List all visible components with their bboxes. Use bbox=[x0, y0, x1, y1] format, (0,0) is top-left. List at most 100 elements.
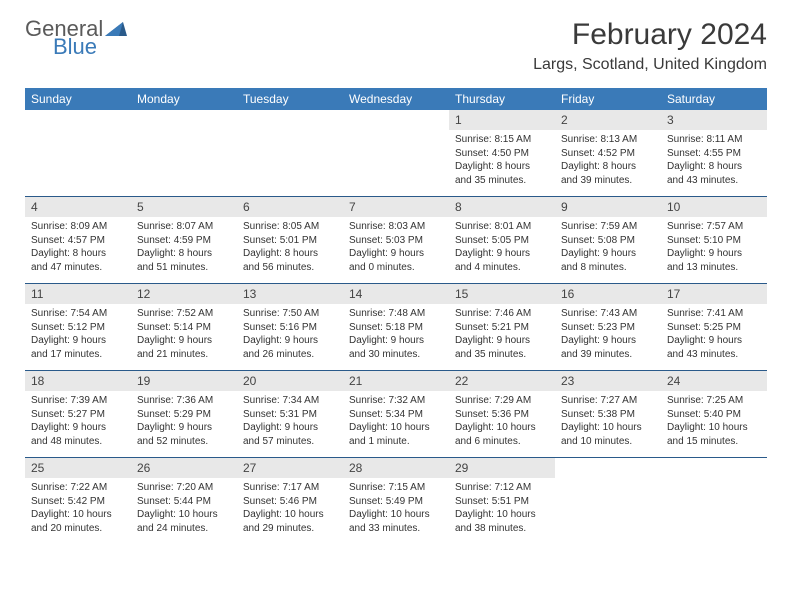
day-header-row: SundayMondayTuesdayWednesdayThursdayFrid… bbox=[25, 88, 767, 110]
day-cell: 7Sunrise: 8:03 AMSunset: 5:03 PMDaylight… bbox=[343, 197, 449, 283]
day-body: Sunrise: 7:27 AMSunset: 5:38 PMDaylight:… bbox=[555, 391, 661, 454]
sunrise-line: Sunrise: 8:07 AM bbox=[137, 220, 231, 234]
sunset-line: Sunset: 5:10 PM bbox=[667, 234, 761, 248]
sunrise-line: Sunrise: 7:12 AM bbox=[455, 481, 549, 495]
day-number: 15 bbox=[449, 284, 555, 304]
sunset-line: Sunset: 5:23 PM bbox=[561, 321, 655, 335]
sunset-line: Sunset: 5:25 PM bbox=[667, 321, 761, 335]
sunset-line: Sunset: 5:51 PM bbox=[455, 495, 549, 509]
daylight-line: Daylight: 10 hours and 6 minutes. bbox=[455, 421, 549, 448]
sunrise-line: Sunrise: 7:43 AM bbox=[561, 307, 655, 321]
day-cell bbox=[237, 110, 343, 196]
day-number: 10 bbox=[661, 197, 767, 217]
day-body: Sunrise: 8:01 AMSunset: 5:05 PMDaylight:… bbox=[449, 217, 555, 280]
sunset-line: Sunset: 5:01 PM bbox=[243, 234, 337, 248]
daylight-line: Daylight: 8 hours and 56 minutes. bbox=[243, 247, 337, 274]
sunset-line: Sunset: 4:52 PM bbox=[561, 147, 655, 161]
day-body: Sunrise: 7:57 AMSunset: 5:10 PMDaylight:… bbox=[661, 217, 767, 280]
day-cell: 14Sunrise: 7:48 AMSunset: 5:18 PMDayligh… bbox=[343, 284, 449, 370]
day-header-cell: Friday bbox=[555, 88, 661, 110]
day-cell: 18Sunrise: 7:39 AMSunset: 5:27 PMDayligh… bbox=[25, 371, 131, 457]
sunset-line: Sunset: 5:36 PM bbox=[455, 408, 549, 422]
day-body: Sunrise: 7:41 AMSunset: 5:25 PMDaylight:… bbox=[661, 304, 767, 367]
daylight-line: Daylight: 9 hours and 57 minutes. bbox=[243, 421, 337, 448]
day-cell: 29Sunrise: 7:12 AMSunset: 5:51 PMDayligh… bbox=[449, 458, 555, 544]
day-number: 28 bbox=[343, 458, 449, 478]
day-number: 21 bbox=[343, 371, 449, 391]
day-cell: 8Sunrise: 8:01 AMSunset: 5:05 PMDaylight… bbox=[449, 197, 555, 283]
location: Largs, Scotland, United Kingdom bbox=[533, 56, 767, 74]
day-cell: 12Sunrise: 7:52 AMSunset: 5:14 PMDayligh… bbox=[131, 284, 237, 370]
week-row: 1Sunrise: 8:15 AMSunset: 4:50 PMDaylight… bbox=[25, 110, 767, 196]
sunset-line: Sunset: 5:38 PM bbox=[561, 408, 655, 422]
day-number: 11 bbox=[25, 284, 131, 304]
sunrise-line: Sunrise: 7:54 AM bbox=[31, 307, 125, 321]
day-cell: 6Sunrise: 8:05 AMSunset: 5:01 PMDaylight… bbox=[237, 197, 343, 283]
day-number: 25 bbox=[25, 458, 131, 478]
title-block: February 2024 Largs, Scotland, United Ki… bbox=[533, 18, 767, 74]
day-body: Sunrise: 7:15 AMSunset: 5:49 PMDaylight:… bbox=[343, 478, 449, 541]
daylight-line: Daylight: 10 hours and 20 minutes. bbox=[31, 508, 125, 535]
header: General Blue February 2024 Largs, Scotla… bbox=[25, 18, 767, 74]
day-body: Sunrise: 7:20 AMSunset: 5:44 PMDaylight:… bbox=[131, 478, 237, 541]
daylight-line: Daylight: 9 hours and 8 minutes. bbox=[561, 247, 655, 274]
day-cell bbox=[343, 110, 449, 196]
sunrise-line: Sunrise: 7:20 AM bbox=[137, 481, 231, 495]
day-body: Sunrise: 7:34 AMSunset: 5:31 PMDaylight:… bbox=[237, 391, 343, 454]
day-cell: 3Sunrise: 8:11 AMSunset: 4:55 PMDaylight… bbox=[661, 110, 767, 196]
week-row: 11Sunrise: 7:54 AMSunset: 5:12 PMDayligh… bbox=[25, 283, 767, 370]
sunrise-line: Sunrise: 7:22 AM bbox=[31, 481, 125, 495]
day-header-cell: Tuesday bbox=[237, 88, 343, 110]
day-number: 6 bbox=[237, 197, 343, 217]
sunset-line: Sunset: 5:31 PM bbox=[243, 408, 337, 422]
sunset-line: Sunset: 5:29 PM bbox=[137, 408, 231, 422]
day-body: Sunrise: 7:39 AMSunset: 5:27 PMDaylight:… bbox=[25, 391, 131, 454]
day-header-cell: Sunday bbox=[25, 88, 131, 110]
sunset-line: Sunset: 5:49 PM bbox=[349, 495, 443, 509]
daylight-line: Daylight: 8 hours and 39 minutes. bbox=[561, 160, 655, 187]
daylight-line: Daylight: 9 hours and 13 minutes. bbox=[667, 247, 761, 274]
day-cell: 1Sunrise: 8:15 AMSunset: 4:50 PMDaylight… bbox=[449, 110, 555, 196]
day-body: Sunrise: 7:22 AMSunset: 5:42 PMDaylight:… bbox=[25, 478, 131, 541]
sunrise-line: Sunrise: 8:15 AM bbox=[455, 133, 549, 147]
day-number: 24 bbox=[661, 371, 767, 391]
daylight-line: Daylight: 10 hours and 10 minutes. bbox=[561, 421, 655, 448]
daylight-line: Daylight: 9 hours and 30 minutes. bbox=[349, 334, 443, 361]
sunrise-line: Sunrise: 8:09 AM bbox=[31, 220, 125, 234]
day-number: 16 bbox=[555, 284, 661, 304]
week-row: 25Sunrise: 7:22 AMSunset: 5:42 PMDayligh… bbox=[25, 457, 767, 544]
sunset-line: Sunset: 5:44 PM bbox=[137, 495, 231, 509]
day-body: Sunrise: 7:54 AMSunset: 5:12 PMDaylight:… bbox=[25, 304, 131, 367]
day-body: Sunrise: 7:17 AMSunset: 5:46 PMDaylight:… bbox=[237, 478, 343, 541]
week-row: 18Sunrise: 7:39 AMSunset: 5:27 PMDayligh… bbox=[25, 370, 767, 457]
daylight-line: Daylight: 9 hours and 21 minutes. bbox=[137, 334, 231, 361]
day-cell: 16Sunrise: 7:43 AMSunset: 5:23 PMDayligh… bbox=[555, 284, 661, 370]
day-cell: 10Sunrise: 7:57 AMSunset: 5:10 PMDayligh… bbox=[661, 197, 767, 283]
sunrise-line: Sunrise: 7:27 AM bbox=[561, 394, 655, 408]
sunrise-line: Sunrise: 7:17 AM bbox=[243, 481, 337, 495]
day-cell: 24Sunrise: 7:25 AMSunset: 5:40 PMDayligh… bbox=[661, 371, 767, 457]
day-cell: 20Sunrise: 7:34 AMSunset: 5:31 PMDayligh… bbox=[237, 371, 343, 457]
day-cell: 17Sunrise: 7:41 AMSunset: 5:25 PMDayligh… bbox=[661, 284, 767, 370]
day-body: Sunrise: 8:11 AMSunset: 4:55 PMDaylight:… bbox=[661, 130, 767, 193]
sunrise-line: Sunrise: 7:25 AM bbox=[667, 394, 761, 408]
week-row: 4Sunrise: 8:09 AMSunset: 4:57 PMDaylight… bbox=[25, 196, 767, 283]
day-number: 17 bbox=[661, 284, 767, 304]
daylight-line: Daylight: 9 hours and 35 minutes. bbox=[455, 334, 549, 361]
sunset-line: Sunset: 4:55 PM bbox=[667, 147, 761, 161]
sunset-line: Sunset: 5:27 PM bbox=[31, 408, 125, 422]
day-number: 4 bbox=[25, 197, 131, 217]
day-number: 26 bbox=[131, 458, 237, 478]
day-body: Sunrise: 7:25 AMSunset: 5:40 PMDaylight:… bbox=[661, 391, 767, 454]
sunrise-line: Sunrise: 7:50 AM bbox=[243, 307, 337, 321]
daylight-line: Daylight: 9 hours and 4 minutes. bbox=[455, 247, 549, 274]
day-cell: 15Sunrise: 7:46 AMSunset: 5:21 PMDayligh… bbox=[449, 284, 555, 370]
day-cell: 25Sunrise: 7:22 AMSunset: 5:42 PMDayligh… bbox=[25, 458, 131, 544]
day-cell: 13Sunrise: 7:50 AMSunset: 5:16 PMDayligh… bbox=[237, 284, 343, 370]
daylight-line: Daylight: 10 hours and 38 minutes. bbox=[455, 508, 549, 535]
day-number: 5 bbox=[131, 197, 237, 217]
daylight-line: Daylight: 9 hours and 48 minutes. bbox=[31, 421, 125, 448]
day-number: 9 bbox=[555, 197, 661, 217]
day-number: 2 bbox=[555, 110, 661, 130]
day-number: 7 bbox=[343, 197, 449, 217]
